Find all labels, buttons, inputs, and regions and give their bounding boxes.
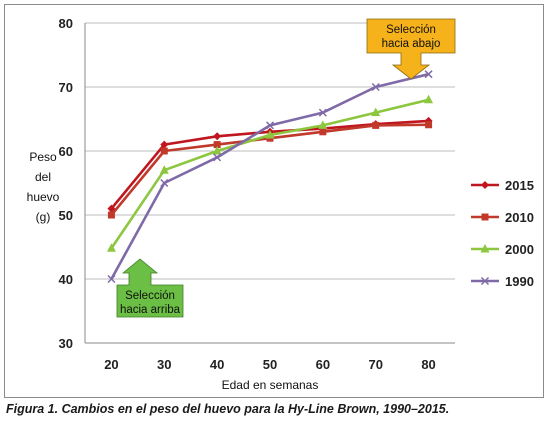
chart-frame: 30 40 50 60 70 80 20 30 40 50 60 70 80 Edad en semana… bbox=[4, 4, 544, 398]
legend-marker-2010 bbox=[481, 213, 489, 221]
point-1990-80 bbox=[424, 70, 433, 79]
point-2010-80 bbox=[425, 121, 433, 129]
y-tick-label-50: 50 bbox=[59, 208, 73, 223]
y-tick-label-30: 30 bbox=[59, 336, 73, 351]
point-1990-70 bbox=[371, 82, 380, 92]
point-1990-40-stroke-b bbox=[213, 153, 222, 162]
callout-down-shape bbox=[366, 18, 456, 80]
callout-selection-down: Selección hacia abajo bbox=[366, 18, 456, 80]
figure-caption: Figura 1. Cambios en el peso del huevo p… bbox=[6, 402, 450, 416]
callout-up-shape bbox=[116, 258, 184, 318]
x-tick-label-40: 40 bbox=[210, 357, 224, 372]
egg-weight-chart: 30 40 50 60 70 80 20 30 40 50 60 70 80 Edad en semana… bbox=[27, 16, 534, 392]
legend-marker-1990 bbox=[480, 276, 490, 286]
y-axis-title-line-3: (g) bbox=[36, 210, 51, 224]
legend-marker-2015 bbox=[481, 181, 489, 189]
legend-marker-1990-stroke-b bbox=[480, 276, 490, 286]
point-2015-30 bbox=[160, 140, 169, 149]
legend-label-2000: 2000 bbox=[505, 242, 534, 257]
point-2000-30 bbox=[159, 165, 169, 174]
point-2010-60 bbox=[319, 128, 327, 136]
point-1990-60 bbox=[318, 108, 327, 117]
point-2010-20 bbox=[107, 211, 115, 219]
point-1990-50-stroke-b bbox=[265, 121, 275, 130]
y-tick-label-60: 60 bbox=[59, 144, 73, 159]
y-tick-label-40: 40 bbox=[59, 272, 73, 287]
point-2000-80 bbox=[424, 94, 434, 104]
x-axis-title: Edad en semanas bbox=[222, 378, 319, 392]
point-1990-70-stroke-b bbox=[371, 82, 380, 92]
point-1990-50 bbox=[265, 121, 275, 130]
point-1990-30-stroke-b bbox=[160, 178, 169, 188]
x-tick-label-60: 60 bbox=[316, 357, 330, 372]
callout-up-text-1: hacia arriba bbox=[120, 304, 181, 316]
point-2000-20 bbox=[106, 243, 116, 252]
x-tick-label-30: 30 bbox=[157, 357, 171, 372]
legend-label-2015: 2015 bbox=[505, 178, 534, 193]
callout-up-text-0: Selección bbox=[125, 290, 175, 302]
y-tick-label-80: 80 bbox=[59, 16, 73, 31]
x-tick-label-20: 20 bbox=[104, 357, 118, 372]
x-tick-label-80: 80 bbox=[421, 357, 435, 372]
series-line-2000 bbox=[110, 98, 429, 250]
y-axis-title-line-1: del bbox=[35, 170, 51, 184]
legend-label-2010: 2010 bbox=[505, 210, 534, 225]
point-2000-40 bbox=[212, 146, 222, 155]
callout-selection-up: Selección hacia arriba bbox=[116, 258, 184, 318]
legend-label-1990: 1990 bbox=[505, 274, 534, 289]
legend-marker-2000 bbox=[480, 244, 490, 253]
point-1990-80-stroke-b bbox=[424, 70, 433, 79]
callout-down-text-1: hacia abajo bbox=[382, 38, 441, 50]
y-axis-title-line-2: huevo bbox=[27, 190, 60, 204]
point-1990-60-stroke-b bbox=[318, 108, 327, 117]
point-2010-40 bbox=[213, 141, 221, 149]
point-1990-40 bbox=[213, 153, 222, 162]
y-tick-label-70: 70 bbox=[59, 80, 73, 95]
point-2000-50 bbox=[265, 130, 275, 139]
point-2015-40 bbox=[213, 132, 222, 141]
x-tick-label-70: 70 bbox=[368, 357, 382, 372]
point-2010-30 bbox=[160, 147, 168, 155]
point-1990-20-stroke-b bbox=[107, 274, 116, 284]
point-2000-60 bbox=[318, 120, 328, 129]
point-2010-70 bbox=[372, 121, 380, 129]
point-1990-20 bbox=[107, 274, 116, 284]
callout-down-text-0: Selección bbox=[386, 24, 436, 36]
y-axis-title-line-0: Peso bbox=[29, 150, 57, 164]
point-1990-30 bbox=[160, 178, 169, 188]
point-2000-70 bbox=[371, 107, 381, 117]
x-tick-label-50: 50 bbox=[263, 357, 277, 372]
